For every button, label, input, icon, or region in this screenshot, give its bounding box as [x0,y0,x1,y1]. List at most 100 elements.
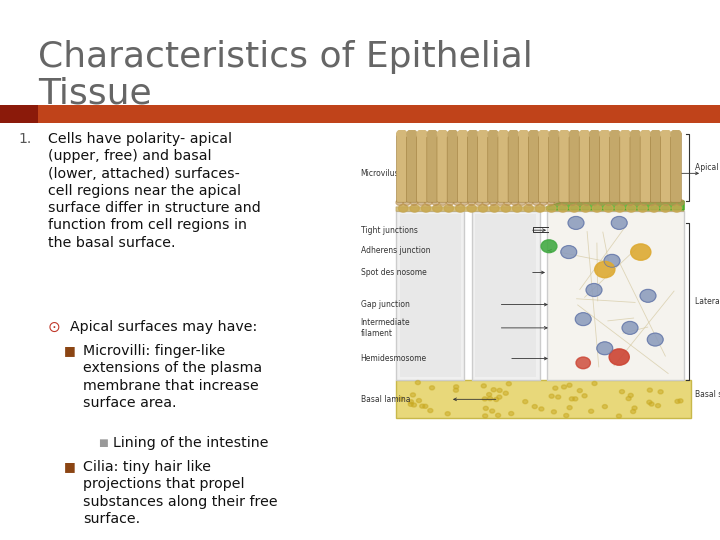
Bar [475,214,536,377]
Circle shape [454,200,461,205]
Circle shape [677,200,684,205]
Circle shape [461,200,468,205]
Text: Microvilus: Microvilus [361,169,400,178]
Circle shape [552,410,557,414]
Circle shape [411,403,416,407]
FancyBboxPatch shape [508,133,519,202]
Circle shape [567,383,572,387]
Circle shape [433,205,442,212]
Circle shape [511,200,518,205]
FancyBboxPatch shape [640,133,651,202]
FancyBboxPatch shape [477,133,488,202]
Circle shape [626,205,636,212]
Circle shape [670,200,677,205]
Circle shape [611,217,627,230]
Bar [396,211,464,380]
Circle shape [605,200,612,205]
Circle shape [475,200,482,205]
Text: Apical surfaces may have:: Apical surfaces may have: [70,320,257,334]
Circle shape [556,395,561,399]
Circle shape [600,130,610,138]
Circle shape [562,385,567,389]
Circle shape [518,130,528,138]
Circle shape [430,386,435,390]
Circle shape [559,130,570,138]
Circle shape [416,399,421,403]
Circle shape [595,261,615,278]
Circle shape [675,400,680,403]
Circle shape [573,397,578,401]
Circle shape [513,205,522,212]
FancyBboxPatch shape [396,133,408,202]
Circle shape [622,321,638,334]
Circle shape [581,205,590,212]
Circle shape [592,381,597,386]
Circle shape [576,357,590,369]
Circle shape [549,394,554,398]
Circle shape [641,130,651,138]
FancyBboxPatch shape [670,133,681,202]
Circle shape [407,130,417,138]
Circle shape [468,130,478,138]
Circle shape [564,414,569,417]
Bar [38,105,720,123]
FancyBboxPatch shape [600,133,611,202]
Circle shape [482,414,487,418]
Bar [396,380,691,418]
Circle shape [482,200,490,205]
Text: Basal lamina: Basal lamina [361,395,410,404]
FancyBboxPatch shape [487,133,498,202]
Circle shape [554,200,562,205]
FancyBboxPatch shape [660,133,671,202]
Circle shape [448,130,458,138]
FancyBboxPatch shape [590,133,600,202]
Text: ⊙: ⊙ [48,320,60,335]
Text: Lateral surface: Lateral surface [695,297,720,306]
Circle shape [662,200,670,205]
Circle shape [655,200,662,205]
Circle shape [478,130,488,138]
Circle shape [593,205,602,212]
Circle shape [672,205,681,212]
Circle shape [640,289,656,302]
Text: ■: ■ [64,344,76,357]
Circle shape [491,388,496,392]
FancyBboxPatch shape [427,133,438,202]
Text: Tissue: Tissue [38,76,152,110]
Circle shape [508,130,518,138]
Circle shape [647,400,652,404]
Circle shape [630,130,640,138]
Circle shape [590,130,600,138]
Circle shape [417,130,427,138]
FancyBboxPatch shape [437,133,448,202]
Text: Microvilli: finger-like
extensions of the plasma
membrane that increase
surface : Microvilli: finger-like extensions of th… [83,344,262,410]
Circle shape [497,200,504,205]
Circle shape [541,240,557,253]
FancyBboxPatch shape [498,133,509,202]
Text: Tight junctions: Tight junctions [361,226,418,235]
Circle shape [454,385,459,389]
FancyBboxPatch shape [447,133,458,202]
Text: Hemidesmosome: Hemidesmosome [361,354,427,363]
Text: Intermediate
filament: Intermediate filament [361,318,410,338]
Circle shape [524,205,534,212]
Circle shape [533,200,540,205]
FancyBboxPatch shape [650,133,661,202]
Circle shape [638,205,647,212]
Circle shape [577,389,582,393]
Circle shape [532,404,537,409]
Circle shape [582,394,587,398]
FancyBboxPatch shape [417,133,428,202]
Circle shape [490,409,495,413]
FancyBboxPatch shape [539,133,549,202]
Circle shape [655,403,660,408]
Circle shape [632,406,637,410]
Circle shape [540,200,547,205]
Circle shape [408,400,413,404]
Circle shape [420,404,425,408]
Circle shape [504,200,511,205]
Circle shape [421,205,431,212]
Circle shape [647,388,652,392]
Circle shape [549,130,559,138]
Circle shape [445,411,450,416]
